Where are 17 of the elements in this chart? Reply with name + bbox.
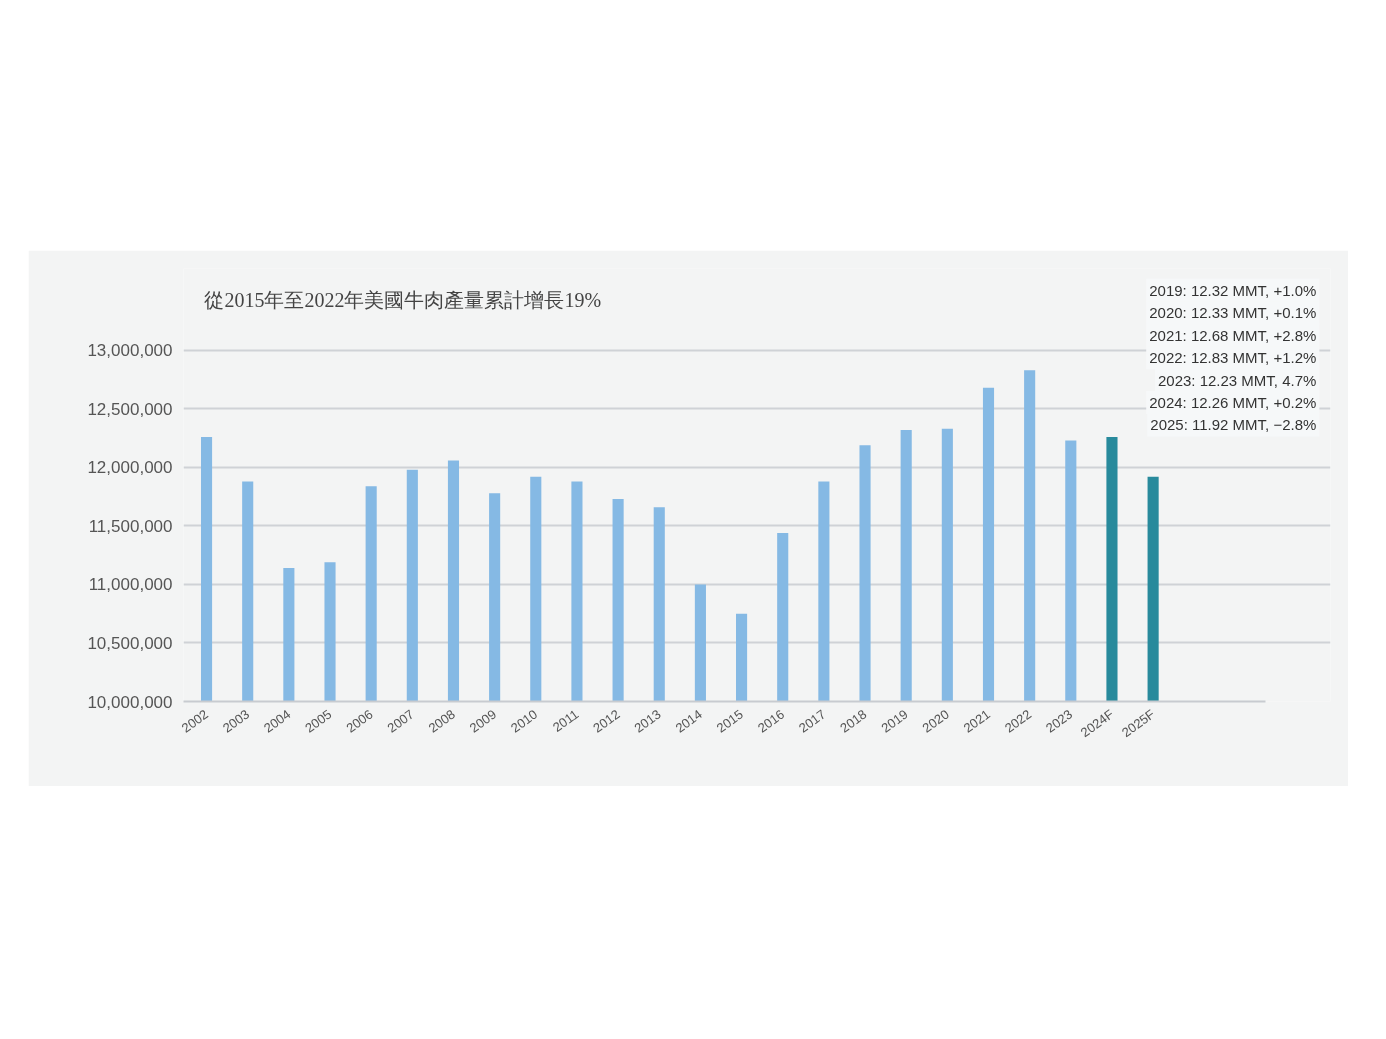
annotation: 2021: 12.68 MMT, +2.8% xyxy=(1149,326,1317,344)
annotation: 2025: 11.92 MMT, −2.8% xyxy=(1150,416,1317,434)
y-tick-label: 12,000,000 xyxy=(87,458,173,478)
annotation: 2022: 12.83 MMT, +1.2% xyxy=(1149,349,1317,367)
y-tick-label: 10,000,000 xyxy=(87,692,173,712)
text: 從2015年至2022年美國牛肉產量累計增長19% xyxy=(204,289,602,312)
y-tick-label: 12,500,000 xyxy=(87,399,173,419)
x-tick-label: 2011 xyxy=(549,706,582,735)
x-tick-label: 2021 xyxy=(960,706,993,736)
annotation: 2020: 12.33 MMT, +0.1% xyxy=(1149,304,1317,322)
annotation: 2024: 12.26 MMT, +0.2% xyxy=(1149,394,1317,412)
y-tick-label: 10,500,000 xyxy=(87,633,173,653)
y-tick-label: 11,000,000 xyxy=(88,575,173,595)
annotation: 2019: 12.32 MMT, +1.0% xyxy=(1149,281,1317,299)
annotation: 2023: 12.23 MMT, 4.7% xyxy=(1157,371,1317,389)
y-tick-label: 11,500,000 xyxy=(88,516,173,536)
y-tick-label: 13,000,000 xyxy=(87,341,173,361)
